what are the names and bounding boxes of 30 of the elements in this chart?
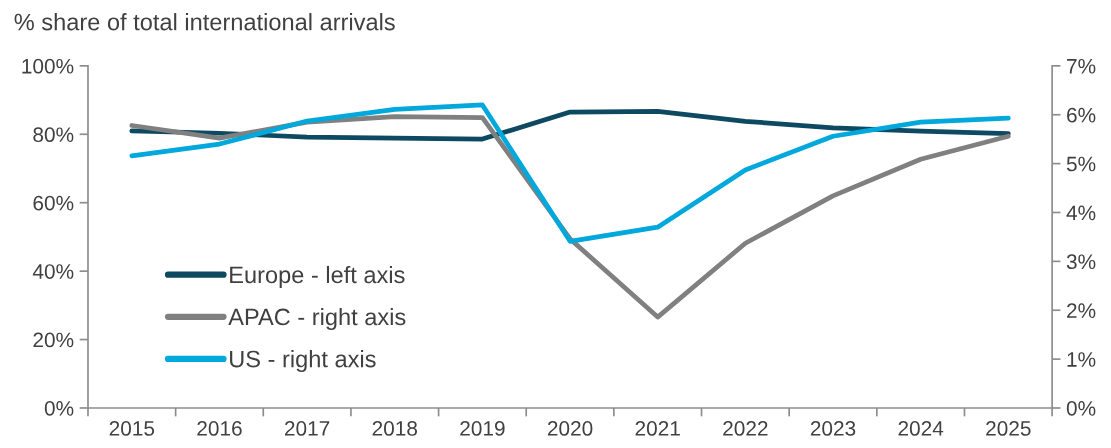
x-tick-label: 2024 xyxy=(898,421,944,436)
legend-label: APAC - right axis xyxy=(228,307,406,330)
line-series xyxy=(129,102,1011,244)
x-tick-label: 2017 xyxy=(284,421,330,436)
y2-tick-label: 2% xyxy=(1067,303,1096,318)
y2-tick-label: 3% xyxy=(1066,254,1096,270)
y-tick-label: 60% xyxy=(33,195,74,211)
y2-tick-label: 1% xyxy=(1067,352,1096,367)
y-tick-label: 80% xyxy=(33,127,74,143)
y2-tick-label: 5% xyxy=(1066,156,1096,172)
legend-label: Europe - left axis xyxy=(230,265,405,288)
y-tick-label: 0% xyxy=(44,400,74,416)
y-tick-label: 40% xyxy=(32,264,74,279)
x-tick-label: 2023 xyxy=(810,421,856,436)
x-tick-label: 2016 xyxy=(197,421,242,436)
x-tick-label: 2020 xyxy=(547,421,593,436)
y2-tick-label: 6% xyxy=(1067,107,1096,123)
x-tick-label: 2021 xyxy=(635,421,680,436)
x-tick-label: 2025 xyxy=(986,421,1031,436)
x-tick-label: 2022 xyxy=(723,421,768,436)
x-tick-label: 2015 xyxy=(109,421,155,436)
y2-tick-label: 0% xyxy=(1066,400,1096,416)
x-tick-label: 2018 xyxy=(372,421,418,436)
x-tick-label: 2019 xyxy=(460,421,505,436)
y2-tick-label: 4% xyxy=(1066,205,1096,221)
y-tick-label: 20% xyxy=(33,332,74,348)
y2-tick-label: 7% xyxy=(1067,58,1096,74)
y-tick-label: 100% xyxy=(22,58,74,74)
y-axis-title: % share of total international arrivals xyxy=(14,13,395,31)
legend-label: US - right axis xyxy=(230,350,376,373)
